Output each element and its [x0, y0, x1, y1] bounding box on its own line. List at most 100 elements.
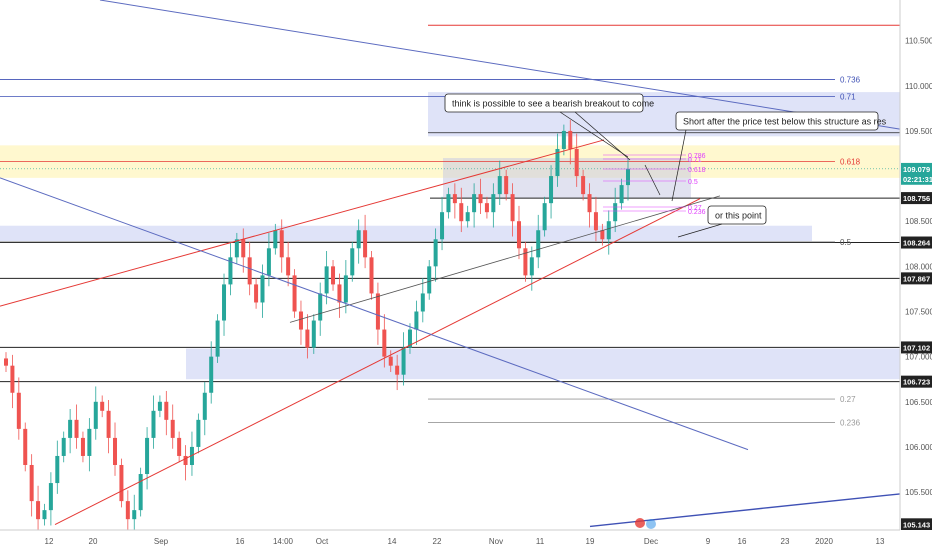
annotation-text: Short after the price test below this st…	[683, 117, 887, 127]
y-tick-label: 107.000	[905, 353, 932, 362]
candle-body	[222, 284, 227, 321]
annotation-text: or this point	[715, 211, 762, 221]
channel-upper-line	[0, 139, 605, 307]
candle-body	[298, 311, 303, 330]
price-badge-label: 02:21:31	[903, 175, 932, 184]
candle-body	[254, 284, 259, 303]
inner-fib-label: 0.27	[688, 205, 702, 212]
candle-body	[209, 356, 214, 393]
candle-body	[542, 203, 547, 231]
candle-body	[286, 257, 291, 276]
price-badge	[901, 192, 932, 205]
inner-fib-label: 0.786	[688, 153, 706, 160]
candle-body	[593, 212, 598, 231]
candle-body	[356, 230, 361, 249]
candle-body	[549, 176, 554, 204]
candle-body	[484, 203, 489, 213]
candle-body	[491, 194, 496, 213]
downtrend-line	[99, 0, 901, 130]
inner-fib-label: 0.71	[688, 157, 702, 164]
watermark-logo	[635, 518, 656, 529]
fib-level-label: 0.27	[840, 395, 856, 404]
candle-body	[23, 428, 28, 465]
candle-body	[401, 347, 406, 375]
candle-body	[132, 510, 137, 520]
annotation-pointer	[677, 223, 723, 238]
candle-body	[375, 293, 380, 330]
candle-body	[318, 293, 323, 321]
fib-level-label: 0.5	[840, 238, 852, 247]
candle-body	[465, 212, 470, 222]
candle-body	[497, 176, 502, 195]
candle-body	[164, 401, 169, 420]
x-tick-label: 23	[781, 537, 790, 546]
candle-body	[234, 239, 239, 258]
price-badge-label: 108.264	[903, 239, 931, 248]
inner-fib-label: 0.236	[688, 209, 706, 216]
price-badge-label: 109.079	[903, 165, 930, 174]
y-tick-label: 110.000	[905, 82, 932, 91]
x-tick-label: 22	[433, 537, 442, 546]
candle-body	[510, 194, 515, 222]
candle-body	[472, 194, 477, 213]
candle-body	[48, 483, 53, 511]
candle-body	[87, 428, 92, 456]
annotations: think is possible to see a bearish break…	[444, 93, 887, 238]
candle-body	[600, 230, 605, 240]
x-tick-label: 11	[536, 537, 545, 546]
candle-body	[68, 419, 73, 438]
candle-body	[183, 455, 188, 465]
candle-body	[536, 230, 541, 258]
candle-body	[459, 203, 464, 222]
y-tick-label: 109.500	[905, 127, 932, 136]
x-tick-label: Nov	[489, 537, 503, 546]
candle-body	[279, 230, 284, 258]
annotation-pointer	[671, 129, 687, 202]
price-badge-label: 105.143	[903, 520, 930, 529]
candle-body	[311, 320, 316, 348]
candle-body	[145, 437, 150, 475]
annotation-text: think is possible to see a bearish break…	[452, 99, 654, 109]
candle-body	[388, 356, 393, 366]
candle-body	[619, 185, 624, 204]
candle-body	[613, 203, 618, 222]
candle-body	[523, 248, 528, 276]
candle-body	[407, 329, 412, 348]
candle-body	[305, 329, 310, 348]
candle-body	[324, 266, 329, 294]
candle-body	[61, 437, 66, 456]
x-tick-label: Sep	[154, 537, 169, 546]
candle-body	[170, 419, 175, 438]
y-tick-label: 106.500	[905, 398, 932, 407]
annotation-pointer	[644, 164, 661, 196]
price-badge	[901, 272, 932, 285]
candle-body	[337, 284, 342, 303]
candle-body	[36, 501, 41, 520]
y-tick-label: 106.000	[905, 443, 932, 452]
fib-level-label: 0.71	[840, 93, 856, 102]
price-badge-label: 106.723	[903, 378, 930, 387]
candle-body	[331, 266, 336, 285]
candle-body	[196, 419, 201, 447]
candle-body	[138, 474, 143, 511]
candle-body	[414, 311, 419, 330]
x-tick-label: 19	[586, 537, 595, 546]
annotation-box	[675, 111, 879, 131]
price-badge-label: 107.102	[903, 343, 930, 352]
candle-body	[606, 221, 611, 240]
candle-body	[113, 437, 118, 465]
candle-body	[561, 130, 566, 149]
x-tick-label: 20	[89, 537, 98, 546]
y-tick-label: 107.500	[905, 307, 932, 316]
price-badge	[901, 375, 932, 388]
candle-body	[292, 275, 297, 312]
consolidation-box	[443, 158, 691, 198]
price-badge	[901, 236, 932, 249]
candle-body	[433, 239, 438, 267]
candle-body	[215, 320, 220, 357]
annotation-box	[444, 93, 644, 113]
candle-body	[29, 464, 34, 502]
x-tick-label: 12	[45, 537, 54, 546]
